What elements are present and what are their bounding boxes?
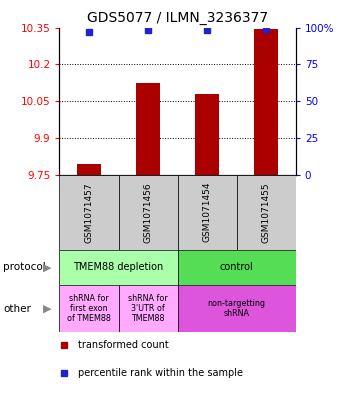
Bar: [59, 250, 177, 285]
Text: GSM1071456: GSM1071456: [143, 182, 153, 242]
Text: protocol: protocol: [3, 262, 46, 272]
Bar: [177, 250, 296, 285]
Text: ▶: ▶: [43, 262, 52, 272]
Bar: [195, 94, 219, 175]
Bar: [59, 285, 119, 332]
Text: TMEM88 depletion: TMEM88 depletion: [73, 262, 164, 272]
Bar: [59, 175, 119, 250]
Text: control: control: [220, 262, 254, 272]
Text: shRNA for
first exon
of TMEM88: shRNA for first exon of TMEM88: [67, 294, 111, 323]
Bar: [119, 285, 177, 332]
Title: GDS5077 / ILMN_3236377: GDS5077 / ILMN_3236377: [87, 11, 268, 25]
Text: shRNA for
3'UTR of
TMEM88: shRNA for 3'UTR of TMEM88: [128, 294, 168, 323]
Text: other: other: [3, 303, 31, 314]
Bar: [136, 83, 160, 175]
Bar: [237, 175, 296, 250]
Bar: [177, 285, 296, 332]
Bar: [254, 29, 278, 175]
Text: GSM1071455: GSM1071455: [262, 182, 271, 242]
Text: GSM1071457: GSM1071457: [85, 182, 94, 242]
Bar: [77, 164, 101, 175]
Bar: [177, 175, 237, 250]
Text: percentile rank within the sample: percentile rank within the sample: [79, 368, 243, 378]
Text: GSM1071454: GSM1071454: [203, 182, 212, 242]
Text: non-targetting
shRNA: non-targetting shRNA: [208, 299, 266, 318]
Text: transformed count: transformed count: [79, 340, 169, 350]
Text: ▶: ▶: [43, 303, 52, 314]
Bar: [119, 175, 177, 250]
